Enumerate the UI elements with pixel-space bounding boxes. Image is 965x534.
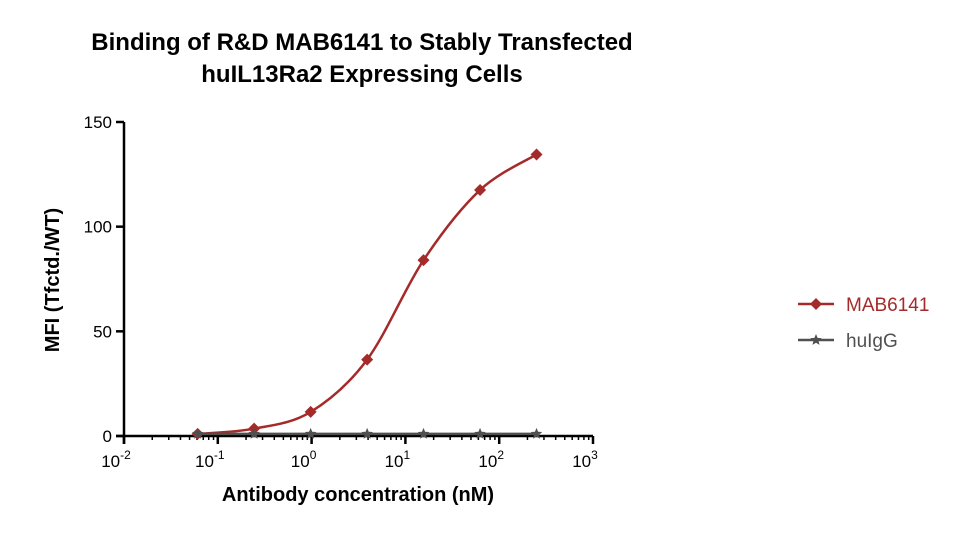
chart-title-line-2: huIL13Ra2 Expressing Cells: [201, 61, 522, 88]
y-tick-label: 150: [84, 113, 112, 132]
y-tick-label: 50: [93, 322, 112, 341]
x-tick-label: 10-1: [195, 448, 225, 471]
x-tick-label: 10-2: [101, 448, 131, 471]
series-0: [191, 148, 543, 440]
x-axis-ticks: 10-2 10-1 100 101 102 103: [101, 436, 598, 471]
plot-series: [191, 148, 543, 440]
data-point: [248, 427, 260, 439]
legend-item: MAB6141: [798, 295, 929, 316]
data-point: [474, 427, 486, 439]
data-point: [530, 427, 543, 439]
x-axis-label: Antibody concentration (nM): [222, 484, 494, 506]
data-point: [361, 427, 373, 439]
data-point: [417, 254, 430, 267]
y-axis-ticks: 0 50 100 150: [84, 113, 124, 446]
x-tick-label: 102: [478, 448, 504, 471]
data-point: [474, 184, 487, 197]
data-point: [361, 353, 374, 366]
data-point: [304, 427, 317, 439]
axes: [116, 122, 593, 444]
legend: MAB6141 huIgG: [798, 295, 929, 352]
chart-title-line-1: Binding of R&D MAB6141 to Stably Transfe…: [91, 29, 632, 56]
y-tick-label: 100: [84, 218, 112, 237]
y-tick-label: 0: [103, 427, 112, 446]
x-tick-label: 103: [572, 448, 598, 471]
x-tick-label: 101: [385, 448, 411, 471]
legend-label: huIgG: [846, 331, 898, 352]
data-point: [417, 427, 430, 439]
data-point: [530, 148, 543, 161]
legend-marker: [810, 334, 822, 345]
x-tick-label: 100: [291, 448, 317, 471]
legend-item: huIgG: [798, 331, 898, 352]
series-line: [197, 153, 538, 436]
legend-label: MAB6141: [846, 295, 929, 316]
series-1: [191, 427, 543, 439]
data-point: [304, 405, 317, 418]
y-axis-label: MFI (Tfctd./WT): [42, 208, 64, 352]
legend-marker: [810, 298, 822, 310]
data-point: [191, 427, 204, 439]
